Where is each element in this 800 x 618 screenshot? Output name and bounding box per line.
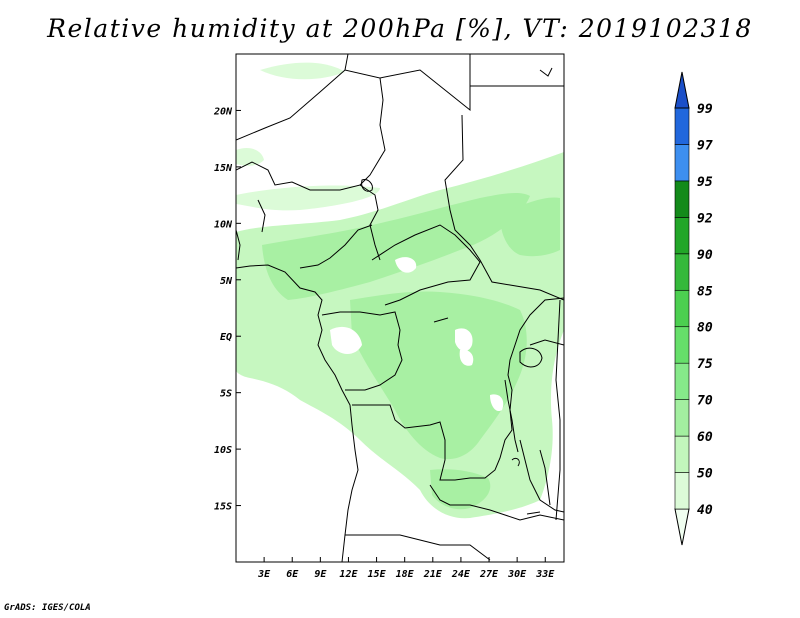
- dry-gap-4: [395, 257, 417, 273]
- legend-color-box: [674, 289, 690, 328]
- legend-level-label: 95: [697, 175, 713, 190]
- legend-level-label: 50: [697, 467, 713, 482]
- lake-victoria: [519, 347, 543, 368]
- border-drc-east: [507, 297, 564, 411]
- legend-arrow-low: [674, 508, 690, 546]
- humidity-band-west: [236, 148, 264, 166]
- grads-credit: GrADS: IGES/COLA: [4, 603, 91, 613]
- legend-level-label: 92: [697, 211, 713, 226]
- legend-color-box: [674, 144, 690, 182]
- border-sahara-3: [379, 54, 471, 112]
- coast-east: [555, 299, 561, 521]
- dry-gap-3: [459, 349, 474, 366]
- map-title: Relative humidity at 200hPa [%], VT: 201…: [47, 14, 753, 43]
- legend-color-box: [674, 180, 690, 218]
- lat-tick-label: 10N: [214, 219, 233, 230]
- lat-tick-label: 20N: [213, 106, 233, 117]
- legend-level-label: 60: [697, 430, 713, 445]
- humidity-band-north: [260, 62, 345, 80]
- legend-color-box: [674, 399, 690, 437]
- lon-tick-label: 18E: [396, 569, 415, 580]
- legend-level-label: 70: [697, 394, 713, 409]
- lake-tanganyika: [504, 379, 519, 453]
- border-drc-south: [352, 404, 513, 481]
- legend-color-box: [674, 362, 690, 400]
- lon-tick-label: 6E: [286, 569, 299, 580]
- legend-level-label: 90: [697, 248, 713, 263]
- legend-color-box: [674, 107, 690, 145]
- lon-tick-label: 3E: [257, 569, 271, 580]
- map-axes: 3E 6E 9E 12E 15E 18E 21E 24E 27E 30E 33E 20N 15N 10N 5…: [213, 106, 555, 580]
- lat-tick-label: 10S: [214, 445, 232, 456]
- legend-color-box: [674, 472, 690, 510]
- dry-gap-2: [455, 328, 473, 352]
- legend-level-label: 99: [697, 102, 713, 117]
- dry-gap-5: [490, 394, 504, 412]
- border-chad-sudan: [444, 114, 564, 301]
- legend-arrow-high: [674, 71, 690, 109]
- color-legend: 40 50 60 70 75 80 85 90 92 95 97 99: [674, 71, 713, 546]
- lon-tick-label: 15E: [368, 569, 387, 580]
- border-sahara-1: [236, 69, 386, 186]
- humidity-core-congo: [350, 291, 527, 460]
- lake-chad: [361, 179, 373, 192]
- lake-malawi: [539, 449, 551, 506]
- border-sahel-1: [236, 161, 381, 261]
- legend-color-box: [674, 326, 690, 364]
- legend-level-label: 75: [697, 357, 713, 372]
- lon-tick-label: 21E: [423, 569, 443, 580]
- country-borders: [236, 54, 564, 562]
- legend-level-label: 80: [697, 321, 713, 336]
- lon-tick-label: 30E: [507, 569, 527, 580]
- border-car: [371, 224, 481, 306]
- border-zambia: [429, 484, 564, 521]
- legend-level-label: 40: [697, 503, 713, 518]
- lon-tick-label: 33E: [535, 569, 555, 580]
- lat-tick-label: EQ: [220, 332, 232, 343]
- lat-tick-label: 15N: [214, 163, 233, 174]
- lon-tick-label: 12E: [339, 569, 358, 580]
- humidity-core-east: [500, 197, 560, 257]
- border-cameroon-congo: [321, 311, 403, 391]
- border-nigeria: [299, 224, 373, 269]
- dry-gap-1: [330, 326, 362, 355]
- legend-color-box: [674, 217, 690, 255]
- lon-tick-label: 24E: [451, 569, 471, 580]
- coast-gulf-guinea-1: [236, 229, 241, 261]
- map-frame: [235, 53, 565, 563]
- lat-tick-label: 15S: [214, 502, 232, 513]
- humidity-core-south: [430, 469, 491, 510]
- coast-small-1: [526, 511, 541, 515]
- lat-tick-label: 5N: [220, 276, 233, 287]
- coastline-west-africa: [236, 264, 359, 562]
- humidity-core-central: [262, 192, 530, 300]
- coast-small-2: [433, 317, 449, 323]
- legend-level-label: 85: [697, 284, 713, 299]
- humidity-streak-sahel: [236, 185, 380, 211]
- lon-tick-label: 9E: [314, 569, 327, 580]
- lat-tick-label: 5S: [220, 389, 232, 400]
- humidity-field: [236, 62, 564, 519]
- border-sahara-2: [344, 54, 349, 71]
- lon-tick-label: 27E: [479, 569, 499, 580]
- legend-color-box: [674, 435, 690, 473]
- legend-color-box: [674, 253, 690, 291]
- coast-gulf-guinea-2: [257, 199, 266, 233]
- border-angola-namibia: [345, 534, 491, 561]
- coast-small-3: [511, 457, 520, 467]
- legend-level-label: 97: [697, 138, 713, 153]
- coast-red-sea: [539, 67, 553, 77]
